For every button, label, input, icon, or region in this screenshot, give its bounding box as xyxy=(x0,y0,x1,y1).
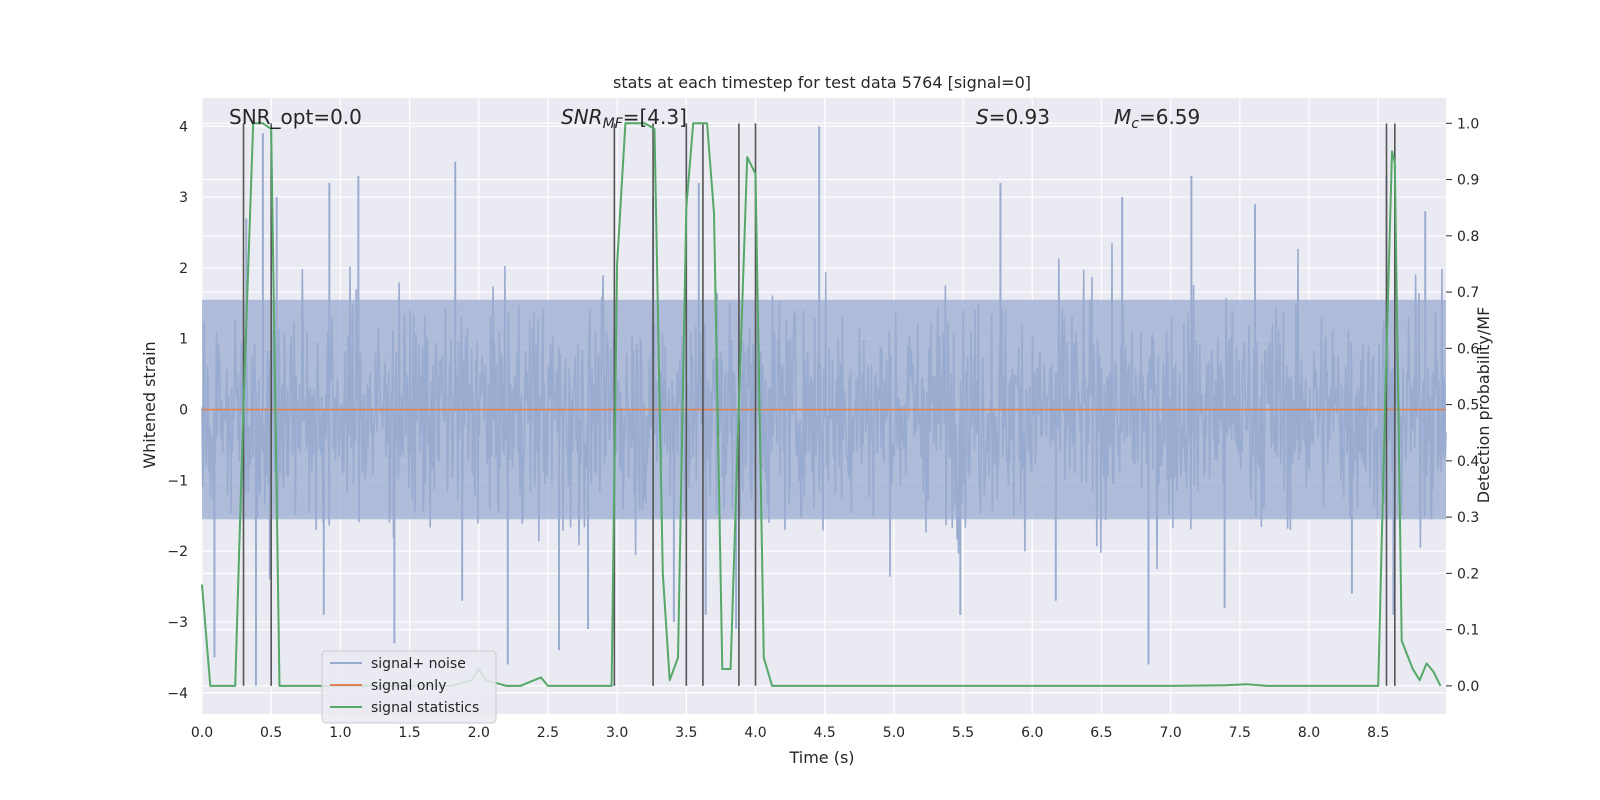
annotation-mc-value: =6.59 xyxy=(1139,105,1200,129)
y2-tick-label: 0.2 xyxy=(1457,566,1479,582)
annotation-snr-opt: SNR_opt=0.0 xyxy=(229,105,362,129)
y-tick-label: −1 xyxy=(167,473,188,489)
x-tick-label: 5.5 xyxy=(952,725,974,741)
x-axis-label: Time (s) xyxy=(788,748,854,767)
y2-tick-label: 0.6 xyxy=(1457,341,1479,357)
legend-box xyxy=(321,650,497,724)
x-tick-label: 1.0 xyxy=(329,725,351,741)
stats-series xyxy=(201,122,1442,687)
y2-tick-label: 0.9 xyxy=(1457,173,1479,189)
stats-line xyxy=(201,122,1442,687)
x-tick-label: 3.0 xyxy=(606,725,628,741)
x-tick-label: 7.5 xyxy=(1229,725,1251,741)
x-tick-label: 2.0 xyxy=(468,725,490,741)
annotation-s-symbol: S xyxy=(976,105,989,129)
y2-tick-label: 0.1 xyxy=(1457,623,1479,639)
y2-tick-label: 0.0 xyxy=(1457,679,1479,695)
annotation-mc-symbol: M xyxy=(1114,105,1131,129)
legend-stats-label: signal statistics xyxy=(371,700,479,716)
annotation-snr-mf-symbol: SNR xyxy=(561,105,603,129)
annotation-mc: Mc=6.59 xyxy=(1114,105,1200,132)
y2-tick-label: 0.8 xyxy=(1457,229,1479,245)
y-axis-label: Whitened strain xyxy=(140,341,159,468)
x-tick-label: 0.0 xyxy=(191,725,213,741)
annotation-snr-mf: SNRMF=[4.3] xyxy=(561,105,687,132)
x-tick-label: 8.5 xyxy=(1367,725,1389,741)
x-tick-label: 5.0 xyxy=(883,725,905,741)
axis-ticks: 0.0 0.5 1.0 1.5 2.0 2.5 3.0 3.5 4.0 4.5 5.0 5.5 6.0 6… xyxy=(167,116,1479,741)
legend-noise-label: signal+ noise xyxy=(371,656,466,672)
y-tick-label: 4 xyxy=(179,119,188,135)
y-tick-label: 0 xyxy=(179,403,188,419)
annotation-snr-mf-value: =[4.3] xyxy=(623,105,687,129)
chart-title: stats at each timestep for test data 576… xyxy=(613,73,1031,92)
y-tick-label: 1 xyxy=(179,332,188,348)
x-tick-label: 7.0 xyxy=(1159,725,1181,741)
y-tick-label: −3 xyxy=(167,615,188,631)
x-tick-label: 8.0 xyxy=(1298,725,1320,741)
x-tick-label: 1.5 xyxy=(398,725,420,741)
annotation-mc-subscript: c xyxy=(1131,116,1139,132)
x-tick-label: 0.5 xyxy=(260,725,282,741)
y2-tick-label: 1.0 xyxy=(1457,116,1479,132)
annotation-snr-mf-subscript: MF xyxy=(603,116,624,132)
x-tick-label: 2.5 xyxy=(537,725,559,741)
annotations: SNR_opt=0.0 SNRMF=[4.3] S=0.93 Mc=6.59 xyxy=(229,105,1200,132)
legend-signal-label: signal only xyxy=(371,678,446,694)
x-tick-label: 4.0 xyxy=(744,725,766,741)
legend: signal+ noise signal only signal statist… xyxy=(321,650,497,724)
y-tick-label: −2 xyxy=(167,544,188,560)
x-tick-label: 6.5 xyxy=(1090,725,1112,741)
y2-tick-label: 0.4 xyxy=(1457,454,1479,470)
x-tick-label: 3.5 xyxy=(675,725,697,741)
x-tick-label: 4.5 xyxy=(814,725,836,741)
y-tick-label: 3 xyxy=(179,190,188,206)
annotation-s: S=0.93 xyxy=(976,105,1050,129)
y2-tick-label: 0.7 xyxy=(1457,285,1479,301)
y2-axis-label: Detection probability/MF xyxy=(1474,307,1493,504)
y-tick-label: −4 xyxy=(167,686,188,702)
y2-tick-label: 0.5 xyxy=(1457,398,1479,414)
annotation-s-value: =0.93 xyxy=(989,105,1050,129)
y-tick-label: 2 xyxy=(179,261,188,277)
y2-tick-label: 0.3 xyxy=(1457,510,1479,526)
x-tick-label: 6.0 xyxy=(1021,725,1043,741)
